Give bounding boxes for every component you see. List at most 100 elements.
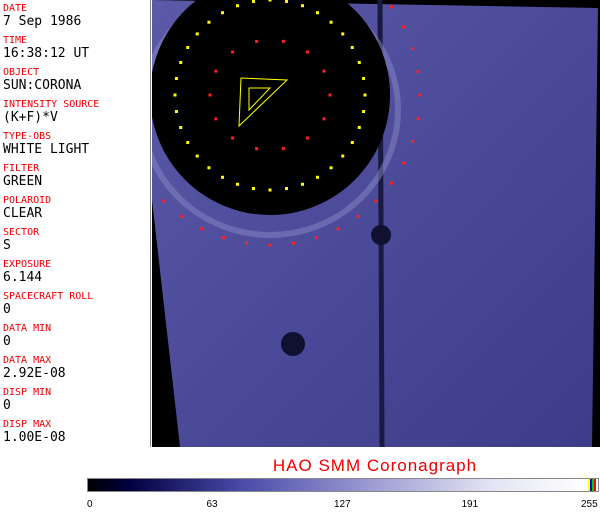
field-label: TIME bbox=[3, 35, 28, 46]
occulter-dot bbox=[374, 199, 378, 203]
occulter-dot bbox=[356, 214, 360, 218]
sun-limb-dot bbox=[186, 141, 190, 144]
field-label: OBJECT bbox=[3, 67, 40, 78]
occulter-dot bbox=[180, 214, 184, 218]
sun-limb-dot bbox=[173, 93, 177, 97]
field-value: 1.00E-08 bbox=[3, 430, 66, 445]
field-value: 6.144 bbox=[3, 270, 43, 285]
sun-limb-dot bbox=[179, 61, 183, 65]
sun-limb-dot bbox=[316, 175, 319, 179]
sun-limb-dot bbox=[316, 11, 319, 15]
sun-limb-dot bbox=[350, 46, 354, 49]
sector-marker-inner bbox=[248, 87, 272, 112]
sun-limb-dot bbox=[300, 4, 304, 8]
occulter-dot bbox=[222, 236, 226, 240]
field-value: 0 bbox=[3, 302, 11, 317]
inner-dot bbox=[322, 69, 326, 73]
occulter-dot bbox=[389, 5, 393, 9]
occulter-dot bbox=[268, 243, 272, 247]
sun-limb-dot bbox=[236, 182, 240, 186]
field-label: DISP MAX bbox=[3, 419, 52, 430]
field-value: 16:38:12 UT bbox=[3, 46, 90, 61]
field-value: S bbox=[3, 238, 11, 253]
sun-limb-dot bbox=[329, 166, 333, 170]
coronagraph-image[interactable] bbox=[152, 0, 600, 447]
inner-dot bbox=[328, 93, 332, 97]
sun-limb-dot bbox=[207, 166, 211, 170]
inner-dot bbox=[281, 39, 285, 43]
field-label: INTENSITY SOURCE bbox=[3, 99, 100, 110]
inner-dot bbox=[231, 136, 235, 140]
sun-limb-dot bbox=[207, 20, 211, 24]
sun-limb-dot bbox=[268, 0, 272, 2]
field-value: CLEAR bbox=[3, 206, 43, 221]
field-label: DATA MAX bbox=[3, 355, 52, 366]
sun-limb-dot bbox=[236, 4, 240, 8]
occulter-dot bbox=[402, 161, 406, 165]
sun-limb-dot bbox=[341, 32, 345, 36]
occulter-dot bbox=[411, 47, 415, 51]
sun-limb-dot bbox=[284, 187, 288, 191]
colorbar-tick-label: 127 bbox=[334, 499, 351, 510]
occulter-dot bbox=[416, 116, 420, 120]
colorbar-end-colors bbox=[588, 479, 596, 491]
inner-dot bbox=[255, 147, 259, 151]
sun-limb-dot bbox=[221, 175, 224, 179]
field-value: 0 bbox=[3, 398, 11, 413]
field-label: DATE bbox=[3, 3, 28, 14]
sun-limb-dot bbox=[174, 109, 178, 113]
sun-limb-dot bbox=[179, 125, 183, 129]
sun-limb-dot bbox=[350, 141, 354, 144]
field-label: SPACECRAFT ROLL bbox=[3, 291, 94, 302]
field-label: TYPE-OBS bbox=[3, 131, 52, 142]
sun-limb-dot bbox=[329, 20, 333, 24]
sun-limb-dot bbox=[195, 32, 199, 36]
field-label: SECTOR bbox=[3, 227, 40, 238]
occulter-halo bbox=[152, 0, 401, 238]
occulter-dot bbox=[314, 236, 318, 240]
occulter-disk bbox=[152, 0, 390, 215]
field-label: DISP MIN bbox=[3, 387, 52, 398]
dark-spot bbox=[371, 225, 391, 245]
colorbar-tick-label: 63 bbox=[206, 499, 218, 510]
inner-dot bbox=[208, 93, 212, 97]
sun-limb-dot bbox=[252, 187, 256, 191]
sun-limb-dot bbox=[195, 154, 199, 158]
sun-limb-dot bbox=[174, 77, 178, 81]
colorbar-tick-label: 191 bbox=[461, 499, 479, 510]
sun-limb-dot bbox=[284, 0, 288, 3]
inner-dot bbox=[281, 147, 285, 151]
inner-dot bbox=[231, 50, 235, 54]
field-label: FILTER bbox=[3, 163, 40, 174]
field-label: DATA MIN bbox=[3, 323, 52, 334]
occulter-dot bbox=[402, 25, 406, 29]
sun-limb-dot bbox=[363, 93, 367, 97]
sun-limb-dot bbox=[221, 11, 224, 15]
colorbar bbox=[87, 478, 599, 492]
header-panel: DATE 7 Sep 1986 TIME 16:38:12 UT OBJECT SU… bbox=[0, 0, 151, 447]
sun-limb-dot bbox=[186, 46, 190, 49]
inner-dot bbox=[305, 136, 309, 140]
sun-limb-dot bbox=[300, 182, 304, 186]
sun-limb-dot bbox=[357, 61, 361, 65]
occulter-dot bbox=[245, 241, 249, 245]
field-value: 2.92E-08 bbox=[3, 366, 66, 381]
field-value: SUN:CORONA bbox=[3, 78, 82, 93]
inner-dot bbox=[214, 117, 218, 121]
sun-limb-dot bbox=[252, 0, 256, 3]
sun-limb-dot bbox=[357, 125, 361, 129]
inner-dot bbox=[255, 39, 259, 43]
colorbar-tick-label: 255 bbox=[581, 499, 598, 510]
sun-limb-dot bbox=[268, 188, 272, 192]
occulter-dot bbox=[389, 181, 393, 185]
field-value: 7 Sep 1986 bbox=[3, 14, 82, 29]
field-value: GREEN bbox=[3, 174, 43, 189]
field-label: EXPOSURE bbox=[3, 259, 52, 270]
field-value: WHITE LIGHT bbox=[3, 142, 90, 157]
colorbar-tick-label: 0 bbox=[87, 499, 93, 510]
inner-dot bbox=[214, 69, 218, 73]
sun-limb-dot bbox=[362, 77, 366, 81]
inner-dot bbox=[322, 117, 326, 121]
field-label: POLAROID bbox=[3, 195, 52, 206]
occulter-dot bbox=[416, 70, 420, 74]
